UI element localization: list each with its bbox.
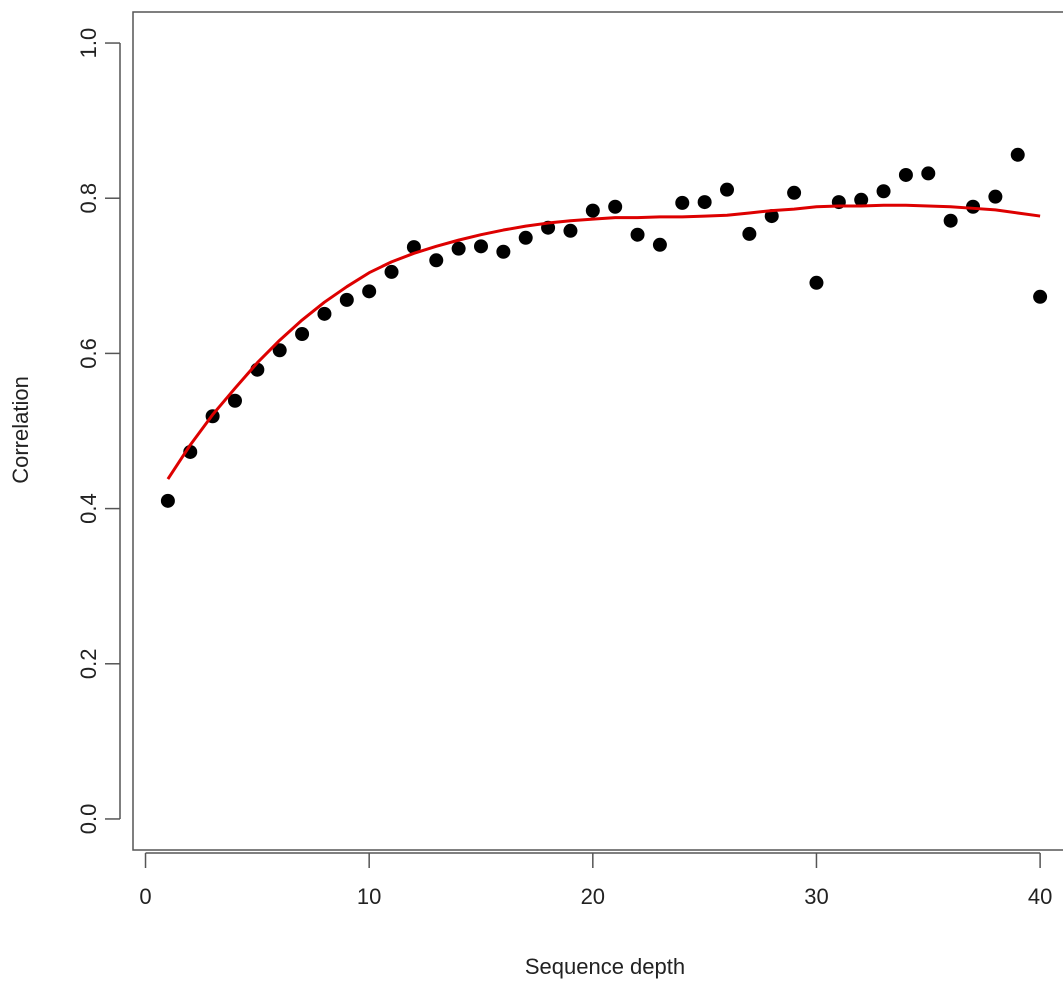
- point: [608, 199, 623, 214]
- point: [988, 189, 1003, 204]
- point: [921, 166, 936, 181]
- x-tick-label: 10: [357, 884, 381, 909]
- point: [652, 237, 667, 252]
- point: [473, 239, 488, 254]
- point: [697, 195, 712, 210]
- point: [272, 343, 287, 358]
- y-tick-label: 0.4: [76, 493, 101, 524]
- point: [720, 182, 735, 197]
- y-tick-label: 0.6: [76, 338, 101, 369]
- point: [787, 185, 802, 200]
- y-tick-label: 0.2: [76, 648, 101, 679]
- point: [295, 327, 310, 342]
- y-axis-title: Correlation: [8, 376, 33, 484]
- point: [563, 223, 578, 238]
- x-tick-label: 40: [1028, 884, 1052, 909]
- point: [384, 264, 399, 279]
- y-tick-label: 0.8: [76, 183, 101, 214]
- point: [876, 184, 891, 199]
- point: [429, 253, 444, 268]
- point: [362, 284, 377, 299]
- point: [227, 393, 242, 408]
- point: [406, 240, 421, 255]
- point: [518, 230, 533, 245]
- plot-frame: [132, 11, 1063, 851]
- point: [1010, 147, 1025, 162]
- point: [317, 306, 332, 321]
- point: [451, 241, 466, 256]
- y-tick-label: 0.0: [76, 804, 101, 835]
- point: [1033, 289, 1048, 304]
- point: [898, 167, 913, 182]
- point: [966, 199, 981, 214]
- x-tick-label: 0: [139, 884, 151, 909]
- x-tick-label: 20: [581, 884, 605, 909]
- point: [943, 213, 958, 228]
- point: [630, 227, 645, 242]
- y-tick-label: 1.0: [76, 28, 101, 59]
- point: [854, 192, 869, 207]
- x-axis-title: Sequence depth: [525, 954, 685, 979]
- point: [585, 203, 600, 218]
- smooth-line: [166, 203, 1041, 480]
- x-tick-label: 30: [804, 884, 828, 909]
- point: [809, 275, 824, 290]
- point: [764, 209, 779, 224]
- point: [339, 292, 354, 307]
- point: [742, 226, 757, 241]
- point: [675, 195, 690, 210]
- point: [496, 244, 511, 259]
- point: [160, 493, 175, 508]
